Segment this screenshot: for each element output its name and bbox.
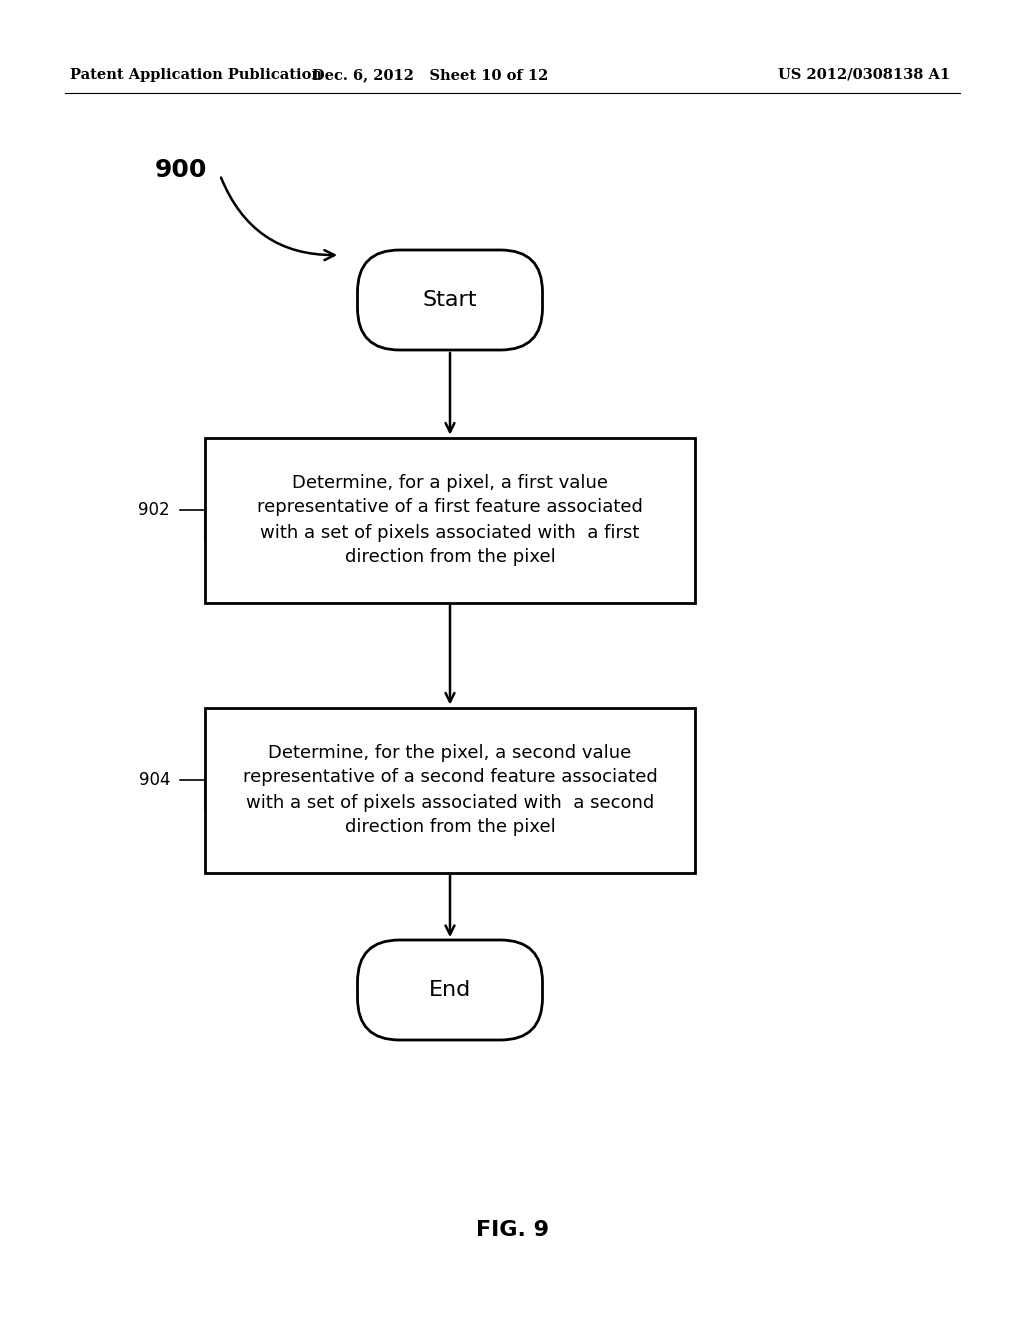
FancyBboxPatch shape [357,249,543,350]
Text: Patent Application Publication: Patent Application Publication [70,69,322,82]
Text: Determine, for a pixel, a first value
representative of a first feature associat: Determine, for a pixel, a first value re… [257,474,643,566]
Text: 904: 904 [138,771,170,789]
Text: Dec. 6, 2012   Sheet 10 of 12: Dec. 6, 2012 Sheet 10 of 12 [312,69,548,82]
Text: Start: Start [423,290,477,310]
Text: End: End [429,979,471,1001]
Text: 900: 900 [155,158,208,182]
Text: 902: 902 [138,502,170,519]
Text: Determine, for the pixel, a second value
representative of a second feature asso: Determine, for the pixel, a second value… [243,743,657,837]
FancyBboxPatch shape [205,708,695,873]
Text: FIG. 9: FIG. 9 [475,1220,549,1239]
Text: US 2012/0308138 A1: US 2012/0308138 A1 [778,69,950,82]
FancyBboxPatch shape [205,437,695,602]
FancyBboxPatch shape [357,940,543,1040]
